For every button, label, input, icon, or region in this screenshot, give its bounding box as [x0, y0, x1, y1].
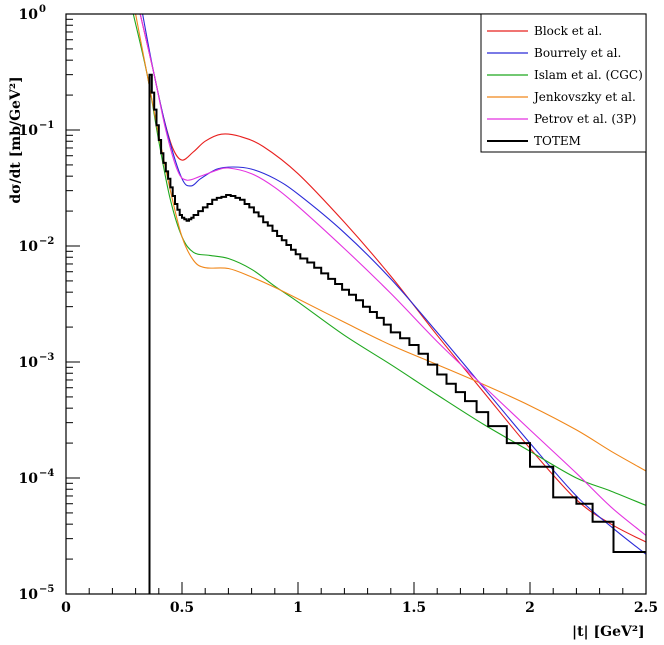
- totem-histogram: [148, 73, 646, 594]
- y-tick-label: 10: [19, 471, 39, 487]
- plot-frame: [65, 13, 647, 595]
- x-tick-label: 0.5: [170, 600, 194, 616]
- y-tick-label: 10: [19, 355, 39, 371]
- y-axis-title: dσ/dt [mb/GeV²]: [8, 76, 24, 203]
- x-tick-label: 1.5: [402, 600, 426, 616]
- x-tick-label: 0: [61, 600, 71, 616]
- legend-label: Islam et al. (CGC): [534, 68, 643, 82]
- y-tick-exponent: −2: [39, 236, 54, 247]
- x-tick-label: 1: [293, 600, 303, 616]
- legend-label: Bourrely et al.: [534, 46, 621, 60]
- y-tick-exponent: −1: [39, 120, 54, 131]
- y-tick-label: 10: [19, 123, 39, 139]
- series-layer: [132, 14, 646, 594]
- y-tick-exponent: 0: [39, 4, 46, 15]
- y-tick-label: 10: [19, 587, 39, 603]
- legend: Block et al. Bourrely et al. Islam et al. …: [480, 13, 647, 153]
- x-tick-label: 2: [525, 600, 535, 616]
- legend-label: Block et al.: [534, 24, 602, 38]
- legend-label: Jenkovszky et al.: [532, 90, 636, 104]
- legend-box: [480, 13, 647, 153]
- legend-label: TOTEM: [534, 134, 581, 148]
- y-tick-exponent: −4: [39, 468, 54, 479]
- series-line-4: [135, 14, 646, 472]
- x-tick-label: 2.5: [634, 600, 658, 616]
- ticks-layer: [65, 18, 647, 595]
- y-tick-label: 10: [19, 7, 39, 23]
- series-line-5: [139, 14, 646, 536]
- x-axis-title: |t| [GeV²]: [572, 624, 645, 640]
- y-tick-label: 10: [19, 239, 39, 255]
- y-tick-exponent: −5: [39, 584, 54, 595]
- legend-label: Petrov et al. (3P): [534, 112, 636, 126]
- y-tick-exponent: −3: [39, 352, 54, 363]
